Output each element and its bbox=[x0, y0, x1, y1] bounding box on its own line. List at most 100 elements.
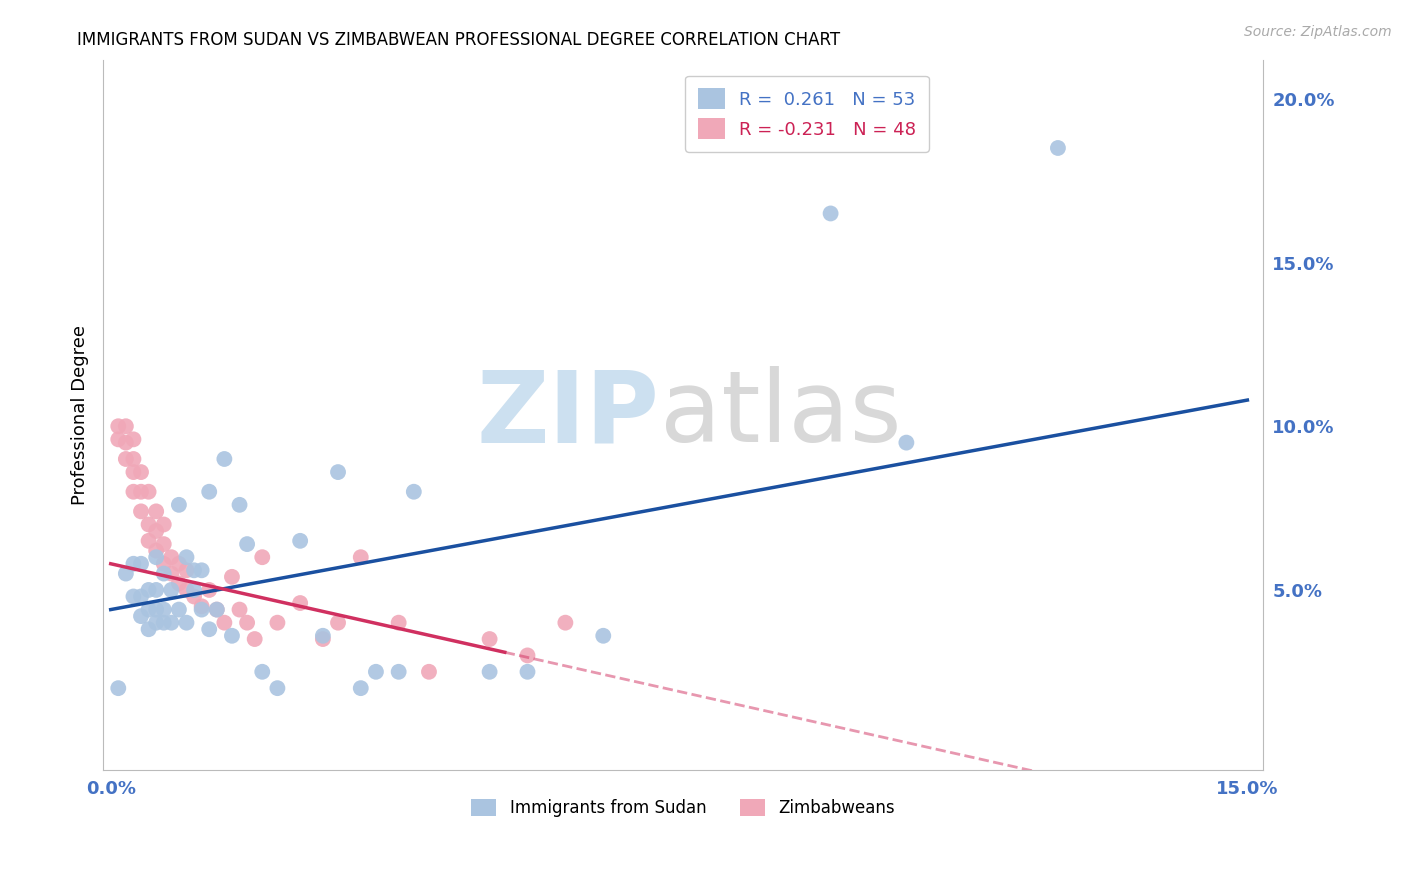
Point bbox=[160, 582, 183, 597]
Point bbox=[129, 504, 152, 518]
Point bbox=[388, 615, 411, 630]
Point bbox=[145, 582, 167, 597]
Point bbox=[138, 533, 160, 548]
Point bbox=[129, 484, 152, 499]
Point bbox=[183, 582, 205, 597]
Point bbox=[190, 599, 212, 614]
Point bbox=[214, 615, 236, 630]
Point bbox=[198, 484, 221, 499]
Point bbox=[129, 609, 152, 624]
Point bbox=[364, 665, 387, 679]
Point bbox=[122, 433, 145, 447]
Point bbox=[478, 665, 501, 679]
Point bbox=[205, 602, 228, 616]
Point bbox=[516, 648, 538, 663]
Point bbox=[183, 563, 205, 577]
Point bbox=[190, 563, 212, 577]
Y-axis label: Professional Degree: Professional Degree bbox=[72, 325, 89, 505]
Point bbox=[152, 517, 174, 532]
Point bbox=[160, 566, 183, 581]
Text: IMMIGRANTS FROM SUDAN VS ZIMBABWEAN PROFESSIONAL DEGREE CORRELATION CHART: IMMIGRANTS FROM SUDAN VS ZIMBABWEAN PROF… bbox=[77, 31, 841, 49]
Point bbox=[190, 602, 212, 616]
Point bbox=[129, 557, 152, 571]
Point bbox=[266, 681, 288, 695]
Text: ZIP: ZIP bbox=[477, 367, 659, 463]
Point bbox=[152, 602, 174, 616]
Point bbox=[176, 615, 198, 630]
Point bbox=[221, 570, 243, 584]
Text: Source: ZipAtlas.com: Source: ZipAtlas.com bbox=[1244, 25, 1392, 39]
Point bbox=[145, 543, 167, 558]
Point bbox=[160, 615, 183, 630]
Point bbox=[115, 566, 138, 581]
Point bbox=[138, 484, 160, 499]
Point bbox=[592, 629, 614, 643]
Point bbox=[115, 435, 138, 450]
Point bbox=[228, 498, 250, 512]
Point bbox=[176, 550, 198, 565]
Point bbox=[478, 632, 501, 646]
Point bbox=[138, 622, 160, 636]
Point bbox=[820, 206, 842, 220]
Point bbox=[388, 665, 411, 679]
Point bbox=[1046, 141, 1069, 155]
Point bbox=[176, 563, 198, 577]
Point bbox=[145, 504, 167, 518]
Point bbox=[107, 419, 129, 434]
Point bbox=[326, 465, 349, 479]
Point bbox=[138, 517, 160, 532]
Point bbox=[312, 632, 335, 646]
Point bbox=[138, 602, 160, 616]
Point bbox=[122, 465, 145, 479]
Point bbox=[350, 550, 373, 565]
Point bbox=[107, 681, 129, 695]
Point bbox=[167, 498, 190, 512]
Point bbox=[122, 590, 145, 604]
Point bbox=[236, 537, 259, 551]
Point bbox=[288, 596, 311, 610]
Point bbox=[266, 615, 288, 630]
Point bbox=[122, 452, 145, 467]
Point bbox=[516, 665, 538, 679]
Point bbox=[107, 433, 129, 447]
Point bbox=[312, 629, 335, 643]
Point bbox=[554, 615, 576, 630]
Point bbox=[152, 615, 174, 630]
Point bbox=[183, 590, 205, 604]
Point bbox=[122, 484, 145, 499]
Point bbox=[243, 632, 266, 646]
Point bbox=[122, 557, 145, 571]
Point bbox=[252, 665, 274, 679]
Point bbox=[228, 602, 250, 616]
Point bbox=[198, 622, 221, 636]
Point bbox=[288, 533, 311, 548]
Point bbox=[167, 557, 190, 571]
Point bbox=[236, 615, 259, 630]
Point bbox=[214, 452, 236, 467]
Point bbox=[129, 465, 152, 479]
Point bbox=[402, 484, 425, 499]
Point bbox=[152, 557, 174, 571]
Point bbox=[326, 615, 349, 630]
Point bbox=[115, 452, 138, 467]
Point bbox=[167, 576, 190, 591]
Point bbox=[418, 665, 440, 679]
Point bbox=[350, 681, 373, 695]
Point bbox=[145, 550, 167, 565]
Point bbox=[198, 582, 221, 597]
Point bbox=[145, 602, 167, 616]
Point bbox=[205, 602, 228, 616]
Point bbox=[145, 615, 167, 630]
Point bbox=[145, 524, 167, 538]
Point bbox=[896, 435, 918, 450]
Point bbox=[115, 419, 138, 434]
Point bbox=[221, 629, 243, 643]
Text: atlas: atlas bbox=[659, 367, 901, 463]
Point bbox=[176, 582, 198, 597]
Point bbox=[129, 590, 152, 604]
Point bbox=[252, 550, 274, 565]
Point bbox=[138, 582, 160, 597]
Point bbox=[152, 537, 174, 551]
Point bbox=[152, 566, 174, 581]
Point bbox=[167, 602, 190, 616]
